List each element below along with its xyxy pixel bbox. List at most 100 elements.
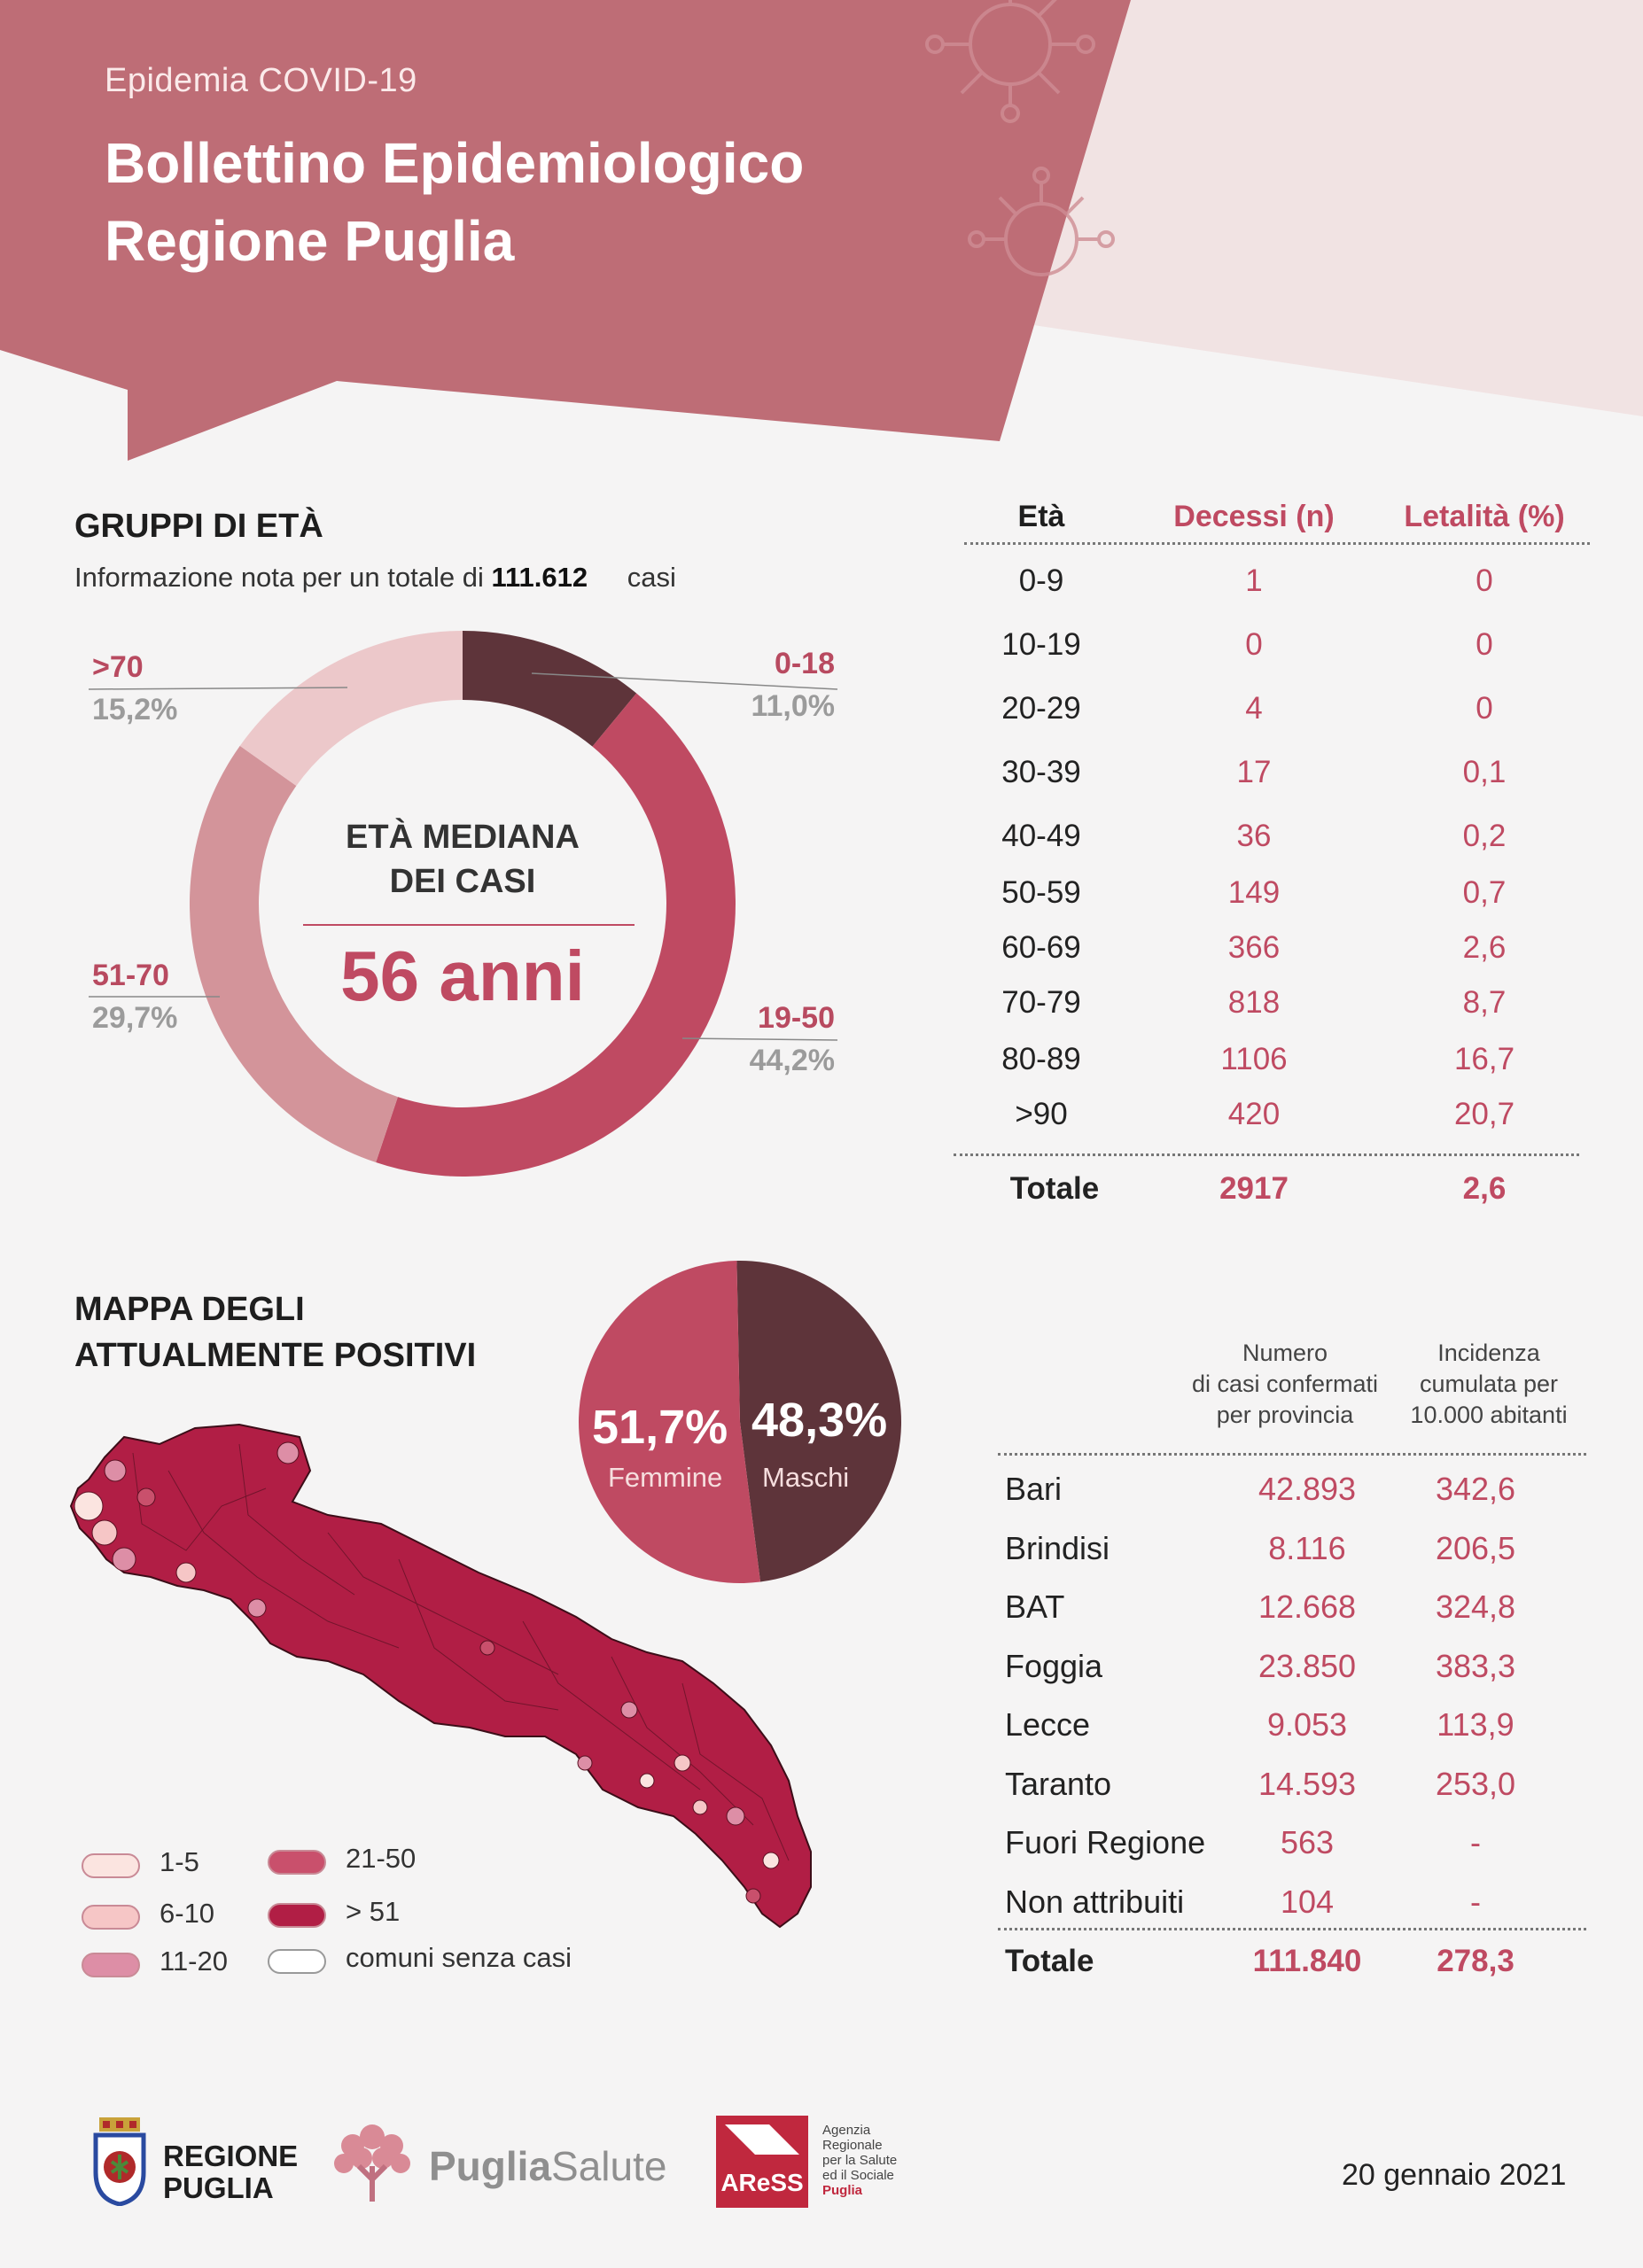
lethality-cell: 0,2 [1462, 819, 1507, 853]
virus-icon [925, 0, 1095, 123]
subtitle-total: 111.612 [491, 562, 588, 593]
province-total-label: Totale [1005, 1944, 1094, 1978]
deaths-cell: 0 [1245, 627, 1263, 662]
age-groups-subtitle: Informazione nota per un totale di 111.6… [74, 562, 676, 594]
deaths-cell: 366 [1227, 930, 1281, 965]
province-incidence: - [1470, 1883, 1481, 1920]
regione-line-1: REGIONE [163, 2140, 299, 2172]
province-incidence: 324,8 [1435, 1588, 1516, 1625]
lethality-cell: 16,7 [1453, 1042, 1515, 1076]
subtitle-suffix: casi [627, 562, 676, 593]
legend-label: 6-10 [160, 1898, 215, 1929]
legend-swatch [268, 1903, 326, 1928]
deaths-cell: 4 [1245, 691, 1263, 726]
head-cases-line-3: per provincia [1216, 1402, 1354, 1428]
donut-slice-70 [239, 631, 463, 786]
median-title-line-2: DEI CASI [389, 863, 536, 900]
province-cases: 9.053 [1266, 1706, 1348, 1743]
province-cases: 563 [1280, 1824, 1335, 1860]
head-cases-line-2: di casi confermati [1191, 1371, 1379, 1397]
virus-icon [968, 167, 1115, 276]
age-cell: 80-89 [1001, 1042, 1081, 1076]
page-title: Bollettino Epidemiologico Regione Puglia [105, 124, 804, 280]
legend-label: 1-5 [160, 1846, 199, 1877]
age-cell: 30-39 [1001, 755, 1081, 789]
table-divider-top [964, 542, 1590, 545]
regione-puglia-logo [92, 2117, 147, 2210]
label-over-70: >70 [92, 650, 144, 684]
male-label: Maschi [762, 1462, 850, 1493]
header-kicker: Epidemia COVID-19 [105, 62, 417, 99]
province-name: Lecce [1005, 1706, 1091, 1743]
lethality-cell: 0,7 [1462, 875, 1507, 910]
province-cases: 23.850 [1258, 1647, 1357, 1684]
pct-over-70: 15,2% [92, 693, 178, 726]
lethality-cell: 2,6 [1462, 930, 1507, 965]
header-banner [0, 0, 1643, 461]
province-head-cases: Numero di casi confermati per provincia [1179, 1338, 1391, 1431]
median-title-line-1: ETÀ MEDIANA [346, 819, 580, 856]
deaths-cell: 36 [1236, 819, 1272, 853]
pct-51-70: 29,7% [92, 1001, 178, 1035]
lethality-cell: 20,7 [1453, 1097, 1515, 1131]
legend-swatch [268, 1850, 326, 1875]
donut-slice-018 [463, 631, 637, 747]
legend-swatch [268, 1949, 326, 1974]
pct-0-18: 11,0% [751, 689, 835, 723]
age-cell: 50-59 [1001, 875, 1081, 910]
aress-line-4: ed il Sociale [822, 2168, 894, 2183]
th-deaths: Decessi (n) [1173, 500, 1335, 533]
deaths-cell: 818 [1227, 985, 1281, 1020]
title-line-2: Regione Puglia [105, 209, 515, 273]
leader-line-0-18 [531, 672, 838, 690]
province-name: Fuori Regione [1005, 1824, 1206, 1860]
head-incidence-line-1: Incidenza [1437, 1340, 1540, 1366]
leader-line-19-50 [681, 1037, 838, 1041]
map-low-case-areas [74, 1441, 780, 1904]
head-cases-line-1: Numero [1242, 1340, 1328, 1366]
province-incidence: 113,9 [1437, 1706, 1515, 1743]
puglia-map [69, 1423, 812, 1929]
province-cases: 104 [1280, 1883, 1335, 1920]
head-incidence-line-2: cumulata per [1419, 1371, 1559, 1397]
age-cell: 0-9 [1018, 563, 1064, 598]
female-label: Femmine [608, 1462, 723, 1493]
donut-slice-5170 [190, 745, 398, 1163]
province-name: BAT [1005, 1588, 1065, 1625]
province-incidence: 253,0 [1435, 1765, 1516, 1802]
label-51-70: 51-70 [92, 959, 169, 992]
female-pct: 51,7% [592, 1401, 728, 1454]
table-divider-bottom [954, 1153, 1579, 1156]
age-donut-chart [88, 631, 838, 1177]
label-19-50: 19-50 [758, 1001, 835, 1035]
province-cases: 42.893 [1258, 1471, 1357, 1507]
deaths-cell: 1 [1245, 563, 1263, 598]
province-cases: 14.593 [1258, 1765, 1357, 1802]
age-cell: 60-69 [1001, 930, 1081, 965]
head-incidence-line-3: 10.000 abitanti [1410, 1402, 1568, 1428]
deaths-cell: 420 [1227, 1097, 1281, 1131]
pie-slice-female [579, 1261, 761, 1583]
map-title-line-1: MAPPA DEGLI [74, 1291, 305, 1328]
report-date: 20 gennaio 2021 [1342, 2158, 1567, 2192]
age-cell: 20-29 [1001, 691, 1081, 726]
province-divider-bottom [998, 1928, 1586, 1930]
province-total-cases: 111.840 [1252, 1944, 1362, 1978]
aress-line-3: per la Salute [822, 2153, 898, 2168]
pct-19-50: 44,2% [749, 1044, 835, 1077]
coat-of-arms-icon [93, 2117, 146, 2207]
province-cases: 12.668 [1258, 1588, 1357, 1625]
regione-line-2: PUGLIA [163, 2171, 274, 2204]
legend-swatch [82, 1953, 140, 1977]
th-age: Età [1017, 500, 1065, 533]
deaths-cell: 17 [1236, 755, 1272, 789]
leader-line-70 [88, 687, 348, 690]
puglia-salute-logo: PugliaSalute [429, 2142, 666, 2190]
province-name: Non attribuiti [1005, 1883, 1185, 1920]
lethality-cell: 0 [1476, 691, 1493, 726]
province-head-incidence: Incidenza cumulata per 10.000 abitanti [1391, 1338, 1586, 1431]
province-name: Bari [1005, 1471, 1063, 1507]
age-groups-title: GRUPPI DI ETÀ [74, 508, 323, 545]
legend-swatch [82, 1853, 140, 1878]
aress-mark-icon [725, 2124, 799, 2155]
